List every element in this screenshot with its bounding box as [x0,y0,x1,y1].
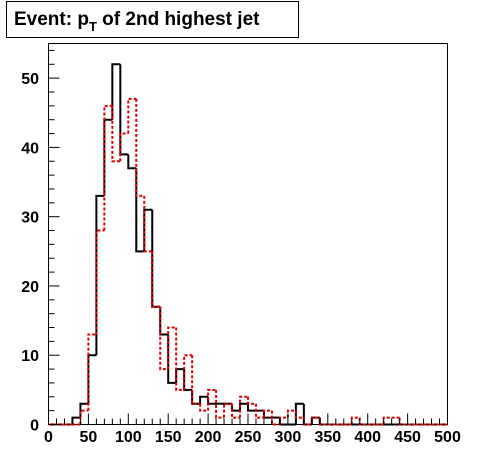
histogram-bin-dashed [119,132,129,162]
histogram-bin-dashed [191,355,201,405]
x-tick-label: 500 [434,429,461,446]
histogram-bin-dashed [262,409,272,418]
y-tick-label: 40 [21,140,39,157]
title-frame [6,1,299,38]
chart-title: Event: pT of 2nd highest jet [14,9,260,34]
histogram-bin-dashed [183,354,193,390]
histogram-bin-dashed [239,395,248,418]
histogram-bin-solid [111,63,121,120]
y-tick-label: 20 [21,279,39,296]
x-axis-labels: 0 50 100 150 200 250 300 350 400 450 500 [44,429,461,446]
histogram-bin-solid [247,403,256,412]
y-axis-ticks [48,49,60,425]
chart-title-suffix: of 2nd highest jet [97,9,260,30]
title-box: Event: pT of 2nd highest jet [6,1,299,38]
x-tick-label: 350 [314,429,341,446]
histogram-bin-dashed [247,396,256,405]
chart-title-subscript: T [89,19,97,34]
histogram-bin-dashed [143,195,153,253]
histogram-bin-dashed [167,326,177,370]
x-tick-label: 400 [354,429,381,446]
chart-title-prefix: Event: p [14,9,89,30]
histogram-bin-dashed [215,389,225,419]
x-tick-label: 300 [275,429,302,446]
y-axis-labels: 0 10 20 30 40 50 [21,71,39,434]
histogram-bin-solid [239,402,248,411]
x-tick-label: 450 [394,429,421,446]
histogram-bin-dashed [103,104,113,231]
x-tick-label: 0 [44,429,53,446]
histogram-bin-solid [199,395,209,404]
histogram-bin-dashed [87,333,97,411]
x-tick-label: 150 [155,429,182,446]
histogram-bin-dashed [199,403,209,412]
histogram-bin-dashed [207,388,217,411]
histogram-bin-solid [127,154,137,170]
x-tick-label: 100 [115,429,142,446]
x-tick-label: 250 [235,429,262,446]
y-tick-label: 10 [21,348,39,365]
histogram-bin-dashed [159,306,169,371]
histogram-bin-dashed [111,105,121,163]
histogram-bin-dashed [294,410,304,419]
y-tick-label: 50 [21,71,39,88]
x-tick-label: 50 [80,429,98,446]
x-axis-ticks [48,413,448,425]
histogram-bin-dashed [127,97,137,134]
y-tick-label: 30 [21,210,39,227]
x-tick-label: 200 [195,429,222,446]
y-tick-label: 0 [30,418,39,435]
histogram-bin-solid [167,334,177,384]
histogram-bin-solid [191,389,201,405]
histogram-bin-dashed [175,327,185,391]
histogram-bin-dashed [151,251,161,308]
histogram-bin-dashed [135,98,145,197]
